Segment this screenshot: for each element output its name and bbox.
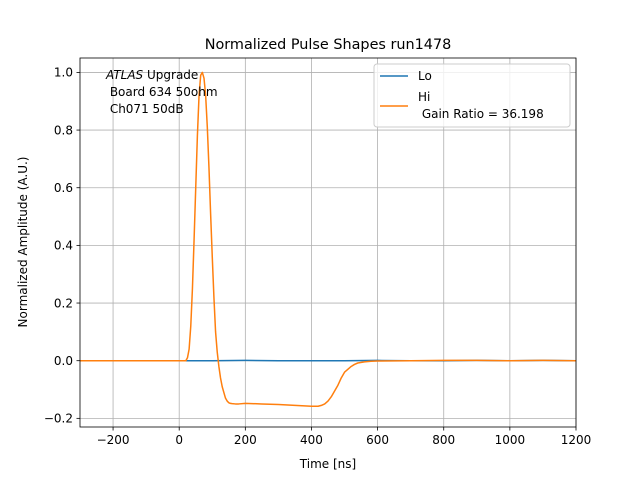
x-tick-label: 400 xyxy=(300,433,323,447)
legend-label-lo: Lo xyxy=(418,69,432,83)
y-tick-label: 0.0 xyxy=(54,354,73,368)
x-tick-label: 800 xyxy=(432,433,455,447)
y-tick-label: 1.0 xyxy=(54,66,73,80)
x-tick-label: −200 xyxy=(97,433,130,447)
annotation-upgrade: Upgrade xyxy=(143,68,198,82)
legend-label-hi-gain-ratio: Gain Ratio = 36.198 xyxy=(418,107,544,121)
x-tick-label: 0 xyxy=(175,433,183,447)
x-axis-label: Time [ns] xyxy=(299,457,356,471)
y-tick-label: 0.8 xyxy=(54,123,73,137)
legend-label-hi: Hi xyxy=(418,90,430,104)
y-axis-label: Normalized Amplitude (A.U.) xyxy=(16,157,30,328)
y-tick-label: 0.6 xyxy=(54,181,73,195)
x-axis-ticks: −200 0 200 400 600 800 1000 1200 xyxy=(97,427,592,447)
plot-frame xyxy=(79,57,577,428)
x-tick-label: 1200 xyxy=(561,433,592,447)
x-tick-label: 600 xyxy=(366,433,389,447)
annotation-text: ATLAS Upgrade Board 634 50ohm Ch071 50dB xyxy=(105,68,218,116)
x-tick-label: 200 xyxy=(234,433,257,447)
y-tick-label: 0.2 xyxy=(54,296,73,310)
chart-title: Normalized Pulse Shapes run1478 xyxy=(205,37,452,53)
y-tick-label: −0.2 xyxy=(44,412,73,426)
legend-box xyxy=(373,63,571,128)
x-tick-label: 1000 xyxy=(495,433,526,447)
annotation-line-2: Board 634 50ohm xyxy=(106,85,218,99)
annotation-line-1: ATLAS Upgrade xyxy=(105,68,198,82)
annotation-line-3: Ch071 50dB xyxy=(106,102,184,116)
y-axis-ticks: −0.2 0.0 0.2 0.4 0.6 0.8 1.0 xyxy=(44,66,80,426)
y-tick-label: 0.4 xyxy=(54,239,73,253)
series-line-hi xyxy=(80,71,577,407)
annotation-atlas: ATLAS xyxy=(105,68,144,82)
series-layer xyxy=(80,71,577,407)
legend: Lo Hi Gain Ratio = 36.198 xyxy=(373,63,571,128)
